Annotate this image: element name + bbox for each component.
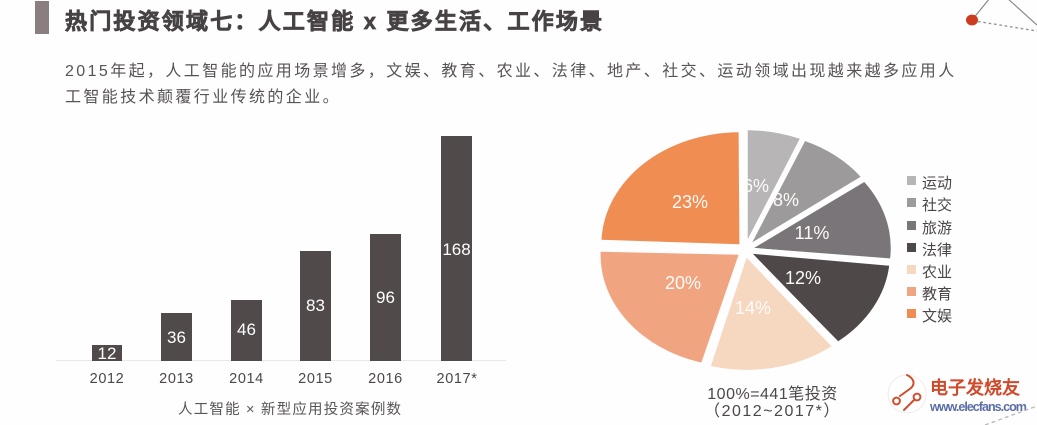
svg-text:www.elecfans.com: www.elecfans.com	[929, 400, 1027, 414]
svg-text:电子发烧友: 电子发烧友	[930, 377, 1020, 398]
